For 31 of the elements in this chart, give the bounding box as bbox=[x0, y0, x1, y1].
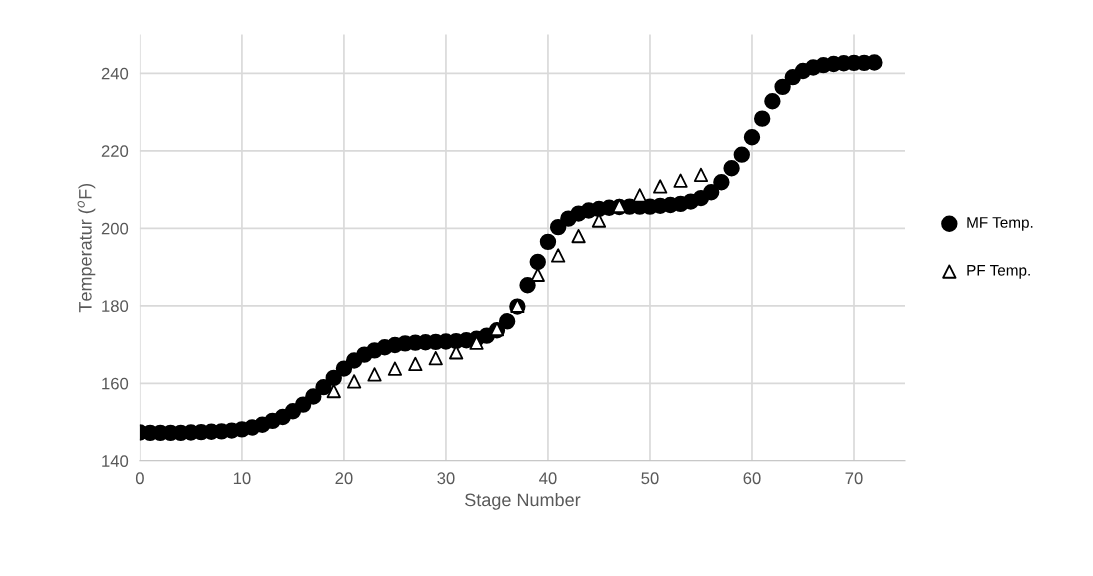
x-tick-label: 40 bbox=[539, 472, 557, 485]
point bbox=[428, 350, 443, 366]
x-tick-label: 10 bbox=[233, 472, 251, 485]
point bbox=[530, 267, 545, 282]
x-tick-label: 0 bbox=[135, 472, 144, 485]
y-tick-label: 180 bbox=[102, 300, 129, 313]
point bbox=[326, 383, 341, 399]
x-tick-label: 60 bbox=[743, 472, 761, 485]
point bbox=[551, 248, 566, 263]
legend-label: MF Temp. bbox=[967, 217, 1033, 231]
x-axis-title: Stage Number bbox=[465, 493, 581, 510]
x-tick-label: 50 bbox=[641, 472, 659, 485]
y-tick-label: 160 bbox=[102, 377, 129, 390]
point bbox=[673, 173, 688, 188]
y-tick-label: 200 bbox=[101, 222, 129, 235]
legend-label: PF Temp. bbox=[967, 265, 1030, 279]
point bbox=[387, 361, 403, 376]
point bbox=[408, 356, 423, 372]
point bbox=[653, 179, 668, 194]
point bbox=[347, 374, 362, 389]
x-tick-label: 30 bbox=[437, 472, 455, 485]
x-tick-label: 70 bbox=[845, 472, 863, 485]
point bbox=[571, 228, 586, 244]
y-tick-label: 220 bbox=[101, 145, 129, 158]
point bbox=[367, 367, 382, 382]
point bbox=[632, 188, 647, 203]
x-tick-label: 20 bbox=[335, 472, 353, 485]
point bbox=[693, 167, 709, 182]
y-tick-label: 140 bbox=[102, 455, 129, 467]
y-axis-title: Temperatur ($^{o}$F) bbox=[77, 183, 96, 313]
y-tick-label: 240 bbox=[101, 67, 129, 80]
